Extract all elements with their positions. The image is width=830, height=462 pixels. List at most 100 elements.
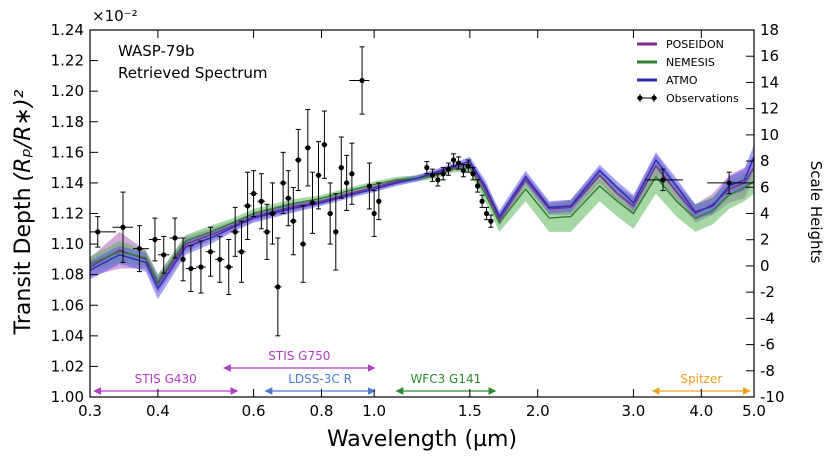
obs-marker [726, 180, 732, 186]
observation-point [249, 170, 258, 218]
y2-tick-label: 8 [760, 152, 770, 170]
y-tick-label: 1.12 [51, 205, 84, 223]
x-tick-label: 3.0 [622, 402, 646, 420]
y-tick-label: 1.06 [51, 296, 84, 314]
observation-point [465, 159, 471, 173]
obs-marker [161, 252, 167, 258]
instrument-label: LDSS-3C R [288, 372, 352, 386]
y2-tick-label: 4 [760, 205, 770, 223]
observation-point [299, 205, 307, 283]
legend-label: Observations [666, 92, 739, 105]
observation-point [279, 151, 287, 214]
observation-point [455, 156, 462, 170]
observation-point [112, 191, 134, 263]
observation-point [268, 182, 277, 245]
x-tick-label: 1.0 [362, 402, 386, 420]
y2-tick-label: 2 [760, 231, 770, 249]
obs-marker [483, 210, 490, 217]
observation-point [445, 162, 452, 176]
obs-marker [474, 183, 481, 189]
y-tick-label: 1.14 [51, 174, 84, 192]
observation-point [327, 182, 334, 245]
observation-point [366, 162, 372, 210]
obs-marker [435, 177, 441, 183]
observation-point [315, 141, 322, 210]
observation-point [180, 237, 186, 282]
observation-point [274, 237, 282, 337]
obs-marker [455, 160, 462, 166]
y2-tick-label: 12 [760, 100, 779, 118]
obs-marker [327, 210, 333, 217]
obs-marker [280, 180, 286, 186]
obs-marker [258, 198, 264, 204]
axis-ticks: 0.3 0.4 0.6 0.8 1.0 1.5 2.0 3.0 4.0 5.0 1.00 1.02 1.… [51, 21, 785, 420]
y2-tick-label: 6 [760, 178, 770, 196]
observation-point [488, 214, 494, 228]
y2-tick-label: -8 [760, 362, 775, 380]
obs-marker [269, 210, 276, 217]
chart-title: WASP-79b [118, 42, 195, 60]
obs-marker [424, 165, 430, 171]
observation-point [157, 235, 170, 274]
observation-point [243, 171, 252, 240]
y-tick-label: 1.04 [51, 327, 84, 345]
obs-marker [429, 172, 436, 178]
obs-marker [440, 171, 446, 177]
observation-point [309, 171, 316, 234]
y2-tick-label: -6 [760, 336, 775, 354]
obs-marker [366, 183, 372, 189]
instrument-label: STIS G750 [268, 349, 330, 363]
observation-point [148, 217, 161, 262]
obs-marker [198, 264, 204, 270]
x-axis-title: Wavelength (µm) [327, 427, 517, 452]
x-tick-label: 4.0 [689, 402, 713, 420]
observation-point [470, 167, 476, 181]
observation-point [289, 187, 297, 256]
obs-marker [465, 163, 471, 169]
y-tick-label: 1.20 [51, 82, 84, 100]
observation-point [195, 240, 206, 294]
y2-tick-label: -2 [760, 283, 775, 301]
observation-point [450, 153, 457, 167]
observation-point [90, 216, 117, 248]
obs-marker [460, 168, 467, 174]
legend: POSEIDON NEMESIS ATMO Observations [637, 38, 739, 105]
observation-point [230, 206, 240, 257]
observation-point [294, 128, 302, 192]
observation-point [321, 110, 328, 179]
legend-label: ATMO [666, 74, 698, 87]
observation-point [185, 245, 196, 292]
obs-marker [120, 224, 126, 230]
obs-marker [188, 265, 194, 272]
x-tick-label: 0.6 [242, 402, 266, 420]
instrument-label: STIS G430 [135, 372, 197, 386]
observation-point [257, 173, 266, 230]
observation-point [349, 142, 355, 205]
chart-subtitle: Retrieved Spectrum [118, 64, 268, 82]
obs-marker [180, 256, 186, 262]
y-exponent-label: ×10⁻² [92, 7, 138, 25]
observation-point [371, 190, 377, 237]
y-tick-label: 1.08 [51, 266, 84, 284]
obs-marker [450, 157, 457, 163]
x-tick-label: 0.8 [310, 402, 334, 420]
right-axis-title: Scale Heights [807, 161, 825, 264]
y-tick-label: 1.16 [51, 143, 84, 161]
model-lines [89, 156, 755, 290]
obs-marker [275, 284, 281, 290]
obs-marker [470, 171, 476, 177]
obs-marker [344, 180, 350, 186]
y2-tick-label: 14 [760, 73, 779, 91]
obs-marker [315, 172, 322, 178]
observation-point [474, 179, 481, 193]
instrument-ranges: STIS G430 STIS G750 LDSS-3C R WFC3 G141 Spit… [93, 349, 751, 395]
observation-point [343, 154, 350, 211]
x-tick-label: 5.0 [742, 402, 766, 420]
legend-label: POSEIDON [666, 38, 724, 51]
observation-point [215, 235, 225, 283]
observation-point [284, 170, 292, 227]
obs-marker [359, 77, 365, 84]
y-tick-label: 1.22 [51, 52, 84, 70]
obs-marker [207, 249, 214, 255]
line-nemesis [89, 166, 755, 284]
